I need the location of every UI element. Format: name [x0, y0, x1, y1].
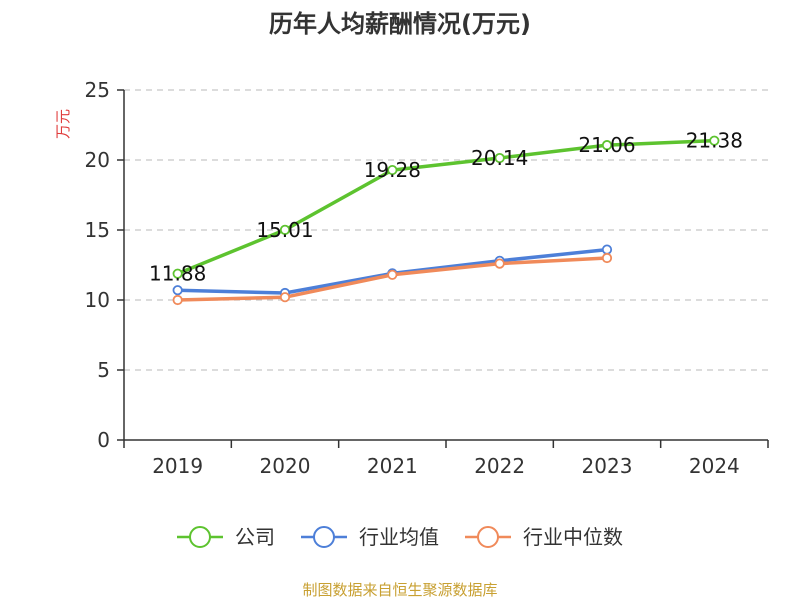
series-1-point-2019	[172, 285, 183, 296]
x-tick-label-2022: 2022	[474, 454, 525, 478]
data-label-2023: 21.06	[578, 133, 635, 157]
series-2-point-2020	[279, 292, 291, 303]
data-label-2022: 20.14	[471, 146, 528, 170]
legend: 公司 行业均值 行业中位数	[177, 525, 623, 549]
series-0-point-2021	[387, 164, 398, 176]
series-2-point-2023	[601, 252, 613, 264]
y-tick-label-20: 20	[85, 148, 110, 172]
series-0-point-2020	[279, 224, 291, 235]
series-0-point-2019	[172, 268, 183, 279]
y-tick-label-10: 10	[85, 288, 110, 312]
data-label-2021: 19.28	[364, 158, 421, 182]
legend-item-2[interactable]: 行业中位数	[465, 525, 623, 549]
y-tick-label-5: 5	[97, 358, 110, 382]
legend-label-1: 行业均值	[359, 525, 439, 549]
x-tick-label-2020: 2020	[260, 454, 311, 478]
data-label-2020: 15.01	[256, 218, 313, 242]
legend-item-1[interactable]: 行业均值	[301, 525, 439, 549]
series-lines	[172, 135, 720, 306]
legend-label-0: 公司	[235, 525, 275, 549]
y-tick-label-15: 15	[85, 218, 110, 242]
y-tick-label-0: 0	[97, 428, 110, 452]
series-1-point-2023	[601, 244, 613, 255]
x-tick-label-2024: 2024	[689, 454, 740, 478]
x-tick-label-2021: 2021	[367, 454, 418, 478]
y-tick-label-25: 25	[85, 78, 110, 102]
series-2-point-2021	[387, 269, 398, 280]
legend-marker-1	[313, 526, 335, 548]
legend-marker-0	[189, 526, 211, 548]
x-tick-label-2019: 2019	[152, 454, 203, 478]
x-tick-label-2023: 2023	[582, 454, 633, 478]
series-0-point-2024	[709, 135, 720, 146]
series-2-point-2022	[494, 258, 505, 269]
source-note: 制图数据来自恒生聚源数据库	[302, 581, 497, 599]
data-labels: 11.88 15.01 19.28 20.14 21.06 21.38	[149, 129, 743, 286]
y-axis-label: 万元	[54, 109, 72, 139]
data-label-2019: 11.88	[149, 262, 206, 286]
data-label-2024: 21.38	[686, 129, 743, 153]
grid-lines	[124, 89, 768, 371]
legend-label-2: 行业中位数	[523, 525, 623, 549]
legend-item-0[interactable]: 公司	[177, 525, 275, 549]
chart-title: 历年人均薪酬情况(万元)	[269, 10, 531, 38]
series-0-point-2022	[494, 152, 505, 164]
series-2-point-2019	[172, 294, 183, 306]
series-line-0	[175, 138, 717, 276]
legend-marker-2	[477, 526, 499, 548]
axes: 0 5 10 15 20 25 2019 2020 2021 2022 2023 2024	[85, 78, 769, 478]
series-0-point-2023	[601, 140, 613, 151]
